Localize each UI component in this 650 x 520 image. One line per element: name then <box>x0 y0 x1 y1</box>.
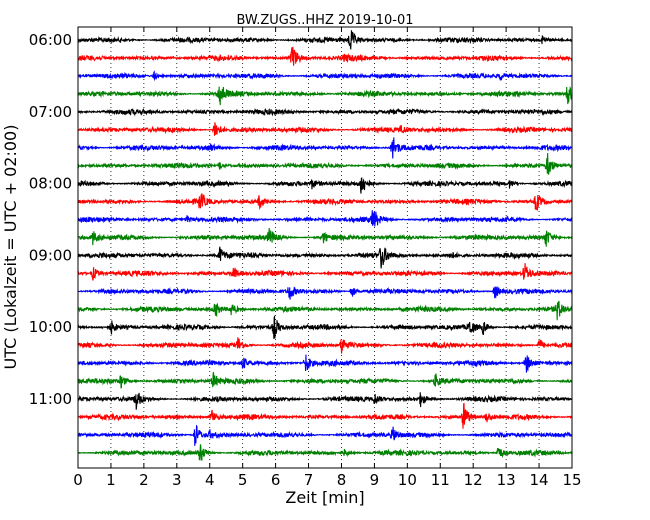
trace-0830 <box>77 210 573 227</box>
x-tick-label: 3 <box>172 471 182 489</box>
trace-0930 <box>77 286 573 300</box>
x-tick-label: 5 <box>238 471 248 489</box>
trace-0845 <box>77 228 573 247</box>
x-tick-label: 2 <box>139 471 149 489</box>
y-tick-label: 06:00 <box>29 31 72 49</box>
x-axis-label: Zeit [min] <box>285 488 364 507</box>
trace-1115 <box>77 402 573 429</box>
x-tick-label: 4 <box>205 471 215 489</box>
y-tick-label: 08:00 <box>29 175 72 193</box>
x-tick-label: 15 <box>562 471 581 489</box>
trace-0915 <box>77 263 573 281</box>
trace-0600 <box>77 30 573 50</box>
x-tick-label: 8 <box>337 471 347 489</box>
x-tick-label: 0 <box>73 471 83 489</box>
y-tick-label: 09:00 <box>29 246 72 264</box>
x-tick-label: 14 <box>530 471 549 489</box>
trace-0945 <box>77 300 573 321</box>
trace-0700 <box>77 107 573 117</box>
y-axis-label: UTC (Lokalzeit = UTC + 02:00) <box>1 125 20 370</box>
trace-1045 <box>77 371 573 389</box>
x-tick-label: 9 <box>370 471 380 489</box>
trace-1130 <box>77 424 573 446</box>
trace-0900 <box>77 246 573 269</box>
x-tick-label: 11 <box>431 471 450 489</box>
trace-0645 <box>77 85 573 106</box>
y-tick-label: 07:00 <box>29 103 72 121</box>
trace-1000 <box>77 314 573 339</box>
x-tick-label: 7 <box>304 471 314 489</box>
trace-1100 <box>77 392 573 410</box>
x-ticks: 0 1 2 3 4 5 6 7 8 9 10 11 12 13 14 15 <box>73 27 582 489</box>
grid-lines <box>110 27 540 468</box>
trace-0730 <box>77 137 573 159</box>
y-tick-label: 11:00 <box>29 390 72 408</box>
trace-0615 <box>77 46 573 66</box>
trace-0715 <box>77 122 573 136</box>
trace-0630 <box>77 70 573 82</box>
chart-title: BW.ZUGS..HHZ 2019-10-01 <box>236 13 413 28</box>
traces-group <box>77 30 573 461</box>
trace-0815 <box>77 193 573 211</box>
trace-0745 <box>77 152 573 175</box>
x-tick-label: 10 <box>398 471 417 489</box>
x-tick-label: 6 <box>271 471 281 489</box>
trace-1015 <box>77 337 573 354</box>
trace-1145 <box>77 444 573 461</box>
x-tick-label: 1 <box>106 471 116 489</box>
x-tick-label: 13 <box>497 471 516 489</box>
trace-1030 <box>77 354 573 373</box>
plot-frame <box>77 26 573 469</box>
y-tick-label: 10:00 <box>29 318 72 336</box>
y-ticks: 06:00 07:00 08:00 09:00 10:00 11:00 <box>29 31 572 408</box>
trace-0800 <box>77 176 573 194</box>
x-tick-label: 12 <box>464 471 483 489</box>
